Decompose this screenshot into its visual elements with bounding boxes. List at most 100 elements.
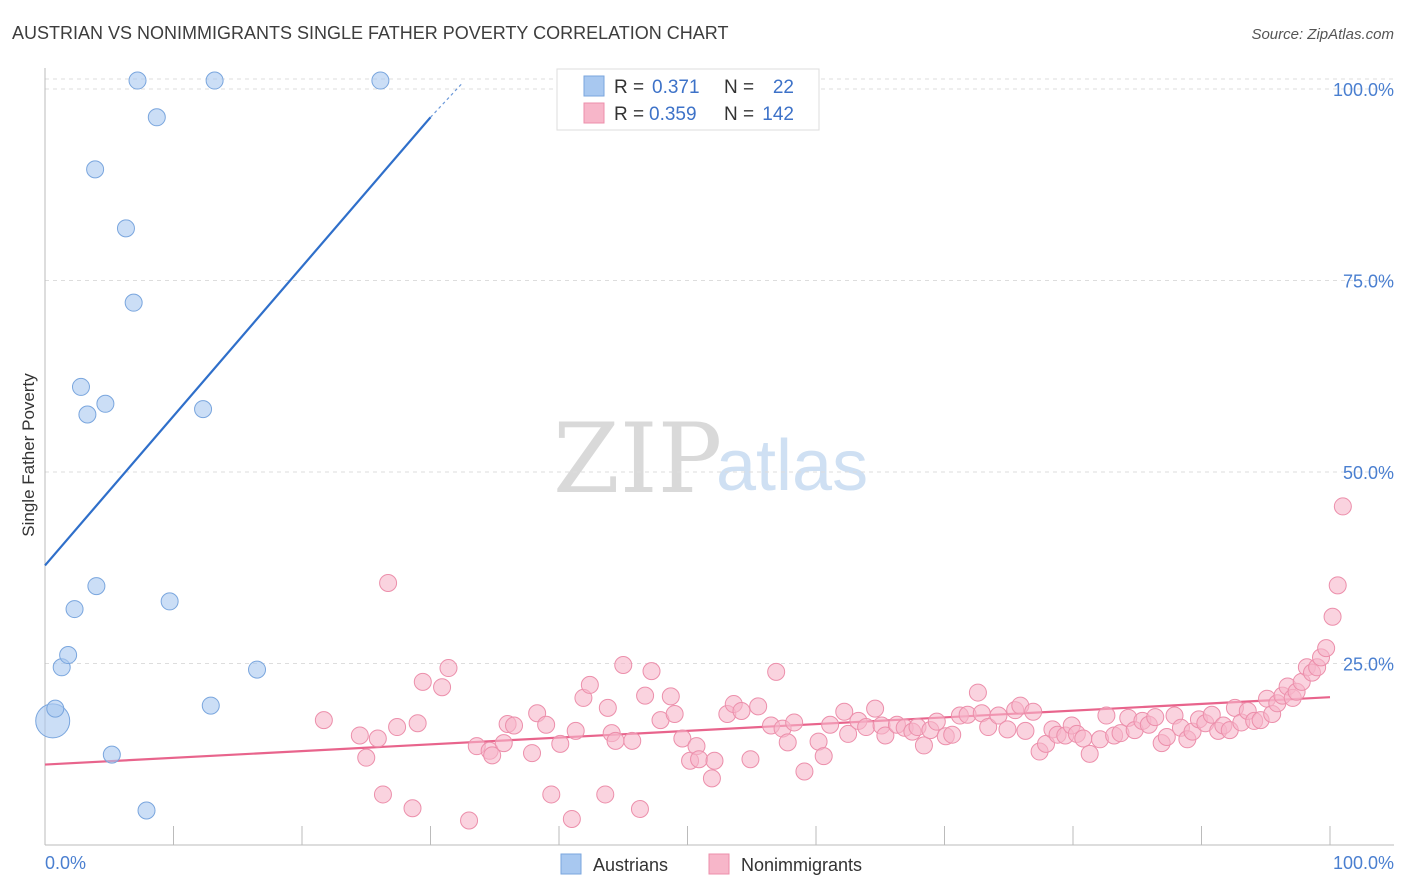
legend-nonimmigrants-n-label: N = [724, 104, 754, 125]
point-nonimmigrants [857, 718, 876, 737]
point-nonimmigrants [357, 748, 376, 767]
point-nonimmigrants [1317, 639, 1336, 658]
point-nonimmigrants [596, 785, 615, 804]
point-nonimmigrants [368, 729, 387, 748]
legend-nonimmigrants-r-value: 0.359 [649, 104, 697, 125]
legend-austrians-r-label: R = [614, 77, 644, 98]
point-nonimmigrants [989, 706, 1008, 725]
legend-swatch-nonimmigrants [583, 102, 605, 124]
bottom-legend-nonimmigrants: Nonimmigrants [741, 855, 862, 875]
point-austrians [248, 660, 267, 679]
point-nonimmigrants [433, 678, 452, 697]
point-austrians [71, 377, 90, 396]
point-nonimmigrants [968, 683, 987, 702]
point-austrians [78, 405, 97, 424]
point-nonimmigrants [741, 750, 760, 769]
trend-lines [44, 82, 1331, 766]
point-nonimmigrants [1202, 705, 1221, 724]
point-nonimmigrants [542, 785, 561, 804]
legend-austrians-n-label: N = [724, 77, 754, 98]
axes: 25.0% 50.0% 75.0% 100.0% 0.0% 100.0% [44, 68, 1394, 873]
point-nonimmigrants [373, 785, 392, 804]
legend-austrians-n-value: 22 [773, 77, 794, 98]
point-nonimmigrants [350, 726, 369, 745]
point-nonimmigrants [408, 714, 427, 733]
x-tick-label: 0.0% [45, 853, 86, 873]
point-nonimmigrants [927, 712, 946, 731]
point-nonimmigrants [1080, 744, 1099, 763]
y-tick-label: 75.0% [1343, 272, 1394, 292]
point-nonimmigrants [749, 697, 768, 716]
point-austrians [194, 400, 213, 419]
legend-nonimmigrants-r-label: R = [614, 104, 644, 125]
point-nonimmigrants [876, 726, 895, 745]
point-austrians [160, 592, 179, 611]
y-axis-label: Single Father Poverty [19, 373, 38, 537]
point-austrians [124, 293, 143, 312]
point-nonimmigrants [821, 715, 840, 734]
point-nonimmigrants [690, 750, 709, 769]
point-nonimmigrants [1024, 702, 1043, 721]
point-nonimmigrants [1146, 708, 1165, 727]
point-nonimmigrants [505, 716, 524, 735]
point-nonimmigrants [642, 662, 661, 681]
point-nonimmigrants [835, 702, 854, 721]
point-austrians [59, 646, 78, 665]
bottom-legend: Austrians Nonimmigrants [560, 853, 862, 875]
bottom-legend-swatch-nonimmigrants [708, 853, 730, 875]
point-nonimmigrants [767, 662, 786, 681]
point-nonimmigrants [673, 729, 692, 748]
x-tick-label: 100.0% [1333, 853, 1394, 873]
y-tick-label: 100.0% [1333, 80, 1394, 100]
point-nonimmigrants [606, 731, 625, 750]
bottom-legend-austrians: Austrians [593, 855, 668, 875]
data-points [35, 71, 1352, 830]
point-austrians [205, 71, 224, 90]
point-nonimmigrants [623, 731, 642, 750]
point-austrians [46, 699, 65, 718]
point-austrians [147, 108, 166, 127]
point-nonimmigrants [866, 699, 885, 718]
point-nonimmigrants [914, 736, 933, 755]
watermark-zip: ZIP [553, 403, 722, 515]
point-nonimmigrants [1016, 721, 1035, 740]
grid [45, 78, 1394, 664]
chart-source: Source: ZipAtlas.com [1251, 26, 1394, 43]
point-nonimmigrants [614, 655, 633, 674]
point-nonimmigrants [705, 751, 724, 770]
point-nonimmigrants [979, 718, 998, 737]
trend-line-austrians [44, 116, 432, 567]
point-nonimmigrants [537, 715, 556, 734]
point-austrians [116, 219, 135, 238]
point-nonimmigrants [1157, 727, 1176, 746]
point-nonimmigrants [778, 733, 797, 752]
y-tick-label: 50.0% [1343, 463, 1394, 483]
watermark: ZIP atlas [553, 403, 868, 515]
legend: R = 0.371 N = 22 R = 0.359 N = 142 [556, 68, 820, 131]
point-nonimmigrants [943, 725, 962, 744]
legend-nonimmigrants-n-value: 142 [762, 104, 794, 125]
y-tick-label: 25.0% [1343, 655, 1394, 675]
point-nonimmigrants [702, 769, 721, 788]
point-nonimmigrants [314, 711, 333, 730]
point-nonimmigrants [483, 746, 502, 765]
point-austrians [128, 71, 147, 90]
point-austrians [86, 160, 105, 179]
point-nonimmigrants [998, 720, 1017, 739]
point-nonimmigrants [1333, 497, 1352, 516]
point-nonimmigrants [388, 718, 407, 737]
point-nonimmigrants [665, 705, 684, 724]
point-nonimmigrants [1097, 706, 1116, 725]
point-nonimmigrants [732, 701, 751, 720]
point-nonimmigrants [630, 799, 649, 818]
point-nonimmigrants [439, 659, 458, 678]
point-nonimmigrants [494, 734, 513, 753]
point-nonimmigrants [403, 799, 422, 818]
point-nonimmigrants [839, 724, 858, 743]
trend-line-austrians-extension [430, 82, 464, 118]
legend-swatch-austrians [583, 75, 605, 97]
point-nonimmigrants [636, 686, 655, 705]
point-austrians [65, 600, 84, 619]
watermark-atlas: atlas [716, 426, 868, 506]
point-austrians [137, 801, 156, 820]
